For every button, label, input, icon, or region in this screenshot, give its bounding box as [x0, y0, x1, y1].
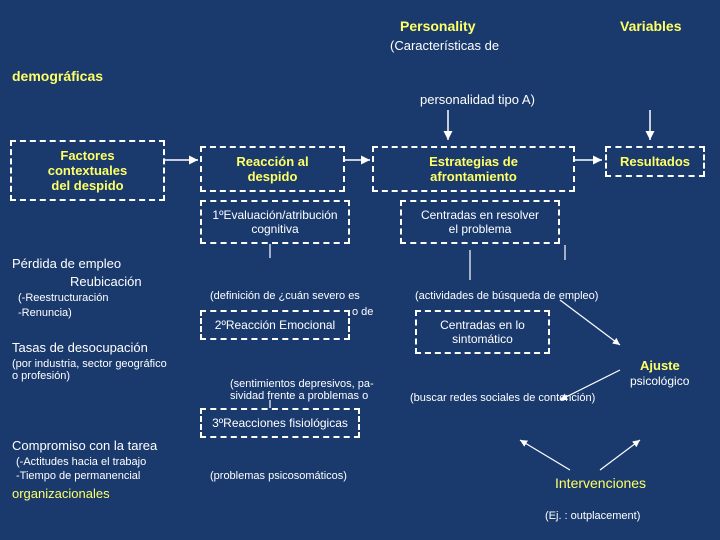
header-personality: Personality	[400, 18, 475, 34]
organizacionales: organizacionales	[12, 486, 110, 501]
ej-outplacement: (Ej. : outplacement)	[545, 510, 640, 522]
actitudes: (-Actitudes hacia el trabajo	[16, 456, 146, 468]
resolver-problema-label: Centradas en resolver el problema	[412, 208, 548, 236]
box-reaccion-title: Reacción al despido	[200, 146, 345, 192]
header-demograficas: demográficas	[12, 68, 103, 84]
box-resolver-problema: Centradas en resolver el problema	[400, 200, 560, 244]
reacciones-fisio-paren: (problemas psicosomáticos)	[210, 470, 347, 482]
reaccion-emocional-label: 2ºReacción Emocional	[212, 318, 338, 332]
box-sintomatico: Centradas en lo sintomático	[415, 310, 550, 354]
reaccion-emocional-paren: (sentimientos depresivos, pa- sividad fr…	[230, 378, 374, 402]
eval-paren2: o de	[352, 306, 373, 318]
perdida-empleo: Pérdida de empleo	[12, 256, 121, 271]
header-tipoA: personalidad tipo A)	[420, 92, 535, 107]
resultados-label: Resultados	[617, 154, 693, 169]
header-caracteristicas: (Características de	[390, 38, 499, 53]
box-reaccion-emocional: 2ºReacción Emocional	[200, 310, 350, 340]
box-resultados-title: Resultados	[605, 146, 705, 177]
psicologico: psicológico	[630, 374, 689, 388]
reestr: (-Reestructuración	[18, 292, 108, 304]
tiempo: -Tiempo de permanencial	[16, 470, 140, 482]
box-factores-title: Factores contextuales del despido	[10, 140, 165, 201]
header-variables: Variables	[620, 18, 682, 34]
reubicacion: Reubicación	[70, 274, 142, 289]
box-estrategias-title: Estrategias de afrontamiento	[372, 146, 575, 192]
reaccion-label: Reacción al despido	[212, 154, 333, 184]
resolver-paren: (actividades de búsqueda de empleo)	[415, 290, 598, 302]
ajuste: Ajuste	[640, 358, 680, 373]
box-reacciones-fisio: 3ºReacciones fisiológicas	[200, 408, 360, 438]
eval-cognitiva-label: 1ºEvaluación/atribución cognitiva	[212, 208, 338, 236]
intervenciones: Intervenciones	[555, 475, 646, 491]
reacciones-fisio-label: 3ºReacciones fisiológicas	[212, 416, 348, 430]
estrategias-label: Estrategias de afrontamiento	[384, 154, 563, 184]
sintomatico-paren: (buscar redes sociales de contención)	[410, 392, 595, 404]
compromiso: Compromiso con la tarea	[12, 438, 157, 453]
sintomatico-label: Centradas en lo sintomático	[427, 318, 538, 346]
box-eval-cognitiva: 1ºEvaluación/atribución cognitiva	[200, 200, 350, 244]
tasas-paren: (por industria, sector geográfico o prof…	[12, 358, 167, 382]
tasas: Tasas de desocupación	[12, 340, 148, 355]
renuncia: -Renuncia)	[18, 307, 72, 319]
factores-label: Factores contextuales del despido	[22, 148, 153, 193]
eval-paren: (definición de ¿cuán severo es	[210, 290, 360, 302]
